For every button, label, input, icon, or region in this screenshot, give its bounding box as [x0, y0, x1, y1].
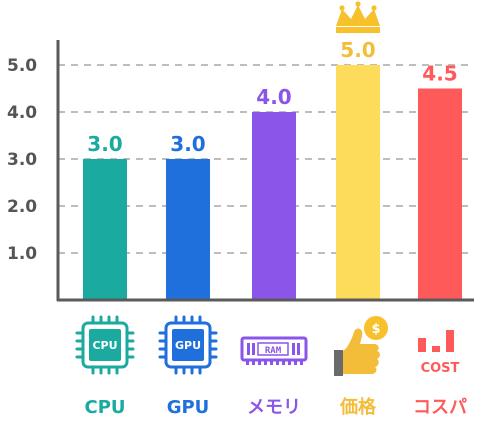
category-label: CPU [84, 397, 125, 418]
y-tick-label: 1.0 [7, 244, 37, 264]
cpu-chip-icon: CPU [75, 315, 135, 375]
category-label: 価格 [339, 396, 377, 418]
y-tick-label: 2.0 [7, 197, 37, 217]
value-labels: 3.0 3.0 4.0 5.0 4.5 [87, 38, 457, 156]
y-tick-label: 4.0 [7, 103, 37, 123]
category-labels: CPU GPU メモリ 価格 コスパ [84, 396, 467, 418]
coin-icon-text: $ [371, 322, 380, 337]
bars [83, 65, 462, 300]
value-label: 4.0 [256, 85, 291, 109]
crown-icon [336, 1, 380, 33]
cost-bars-icon: COST [418, 330, 460, 376]
y-tick-label: 3.0 [7, 150, 37, 170]
cost-icon-text: COST [421, 361, 460, 376]
value-label: 3.0 [87, 132, 122, 156]
bar [83, 159, 127, 300]
category-label: メモリ [247, 397, 301, 418]
y-tick-labels: 1.0 2.0 3.0 4.0 5.0 [7, 56, 37, 264]
ram-icon-text: RAM [265, 346, 282, 356]
thumbs-up-coin-icon: $ [334, 316, 388, 376]
gpu-icon-text: GPU [175, 339, 201, 352]
bar [336, 65, 380, 300]
value-label: 5.0 [340, 38, 375, 62]
cpu-icon-text: CPU [92, 339, 117, 352]
value-label: 3.0 [170, 132, 205, 156]
bar [166, 159, 210, 300]
bar [252, 112, 296, 300]
value-label: 4.5 [422, 62, 457, 86]
axes [56, 40, 474, 302]
category-label: コスパ [413, 397, 467, 418]
y-tick-label: 5.0 [7, 56, 37, 76]
ram-module-icon: RAM [240, 336, 308, 365]
bar [418, 88, 462, 300]
gpu-chip-icon: GPU [158, 315, 218, 375]
category-label: GPU [167, 397, 210, 418]
